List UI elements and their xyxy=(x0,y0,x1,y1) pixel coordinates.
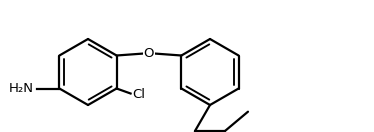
Text: Cl: Cl xyxy=(132,88,145,101)
Text: O: O xyxy=(144,47,154,60)
Text: H₂N: H₂N xyxy=(9,82,33,95)
